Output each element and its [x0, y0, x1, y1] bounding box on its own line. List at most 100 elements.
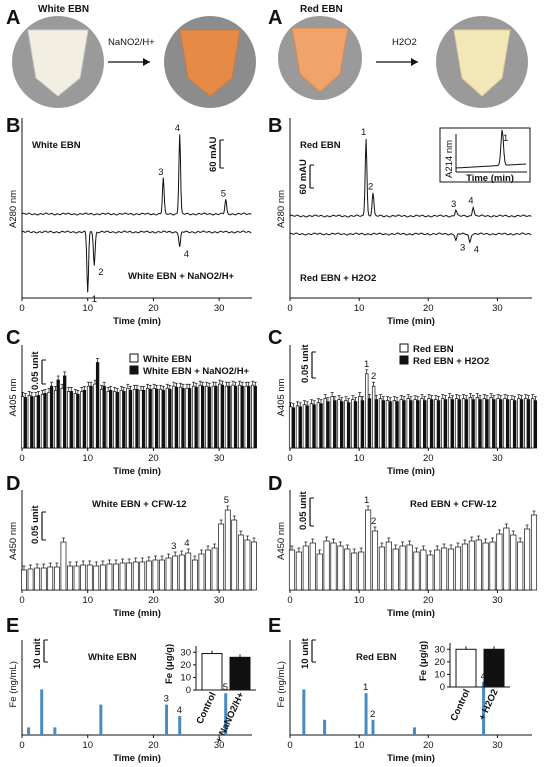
chart-d-right-bar	[447, 548, 455, 591]
chart-c-right-bar	[427, 398, 431, 449]
chart-e-right-inset-y-tick-label: 0	[440, 682, 445, 693]
chart-c-left-bar	[185, 387, 189, 449]
chart-c-left-bar	[145, 387, 150, 449]
chart-c-left-bar	[211, 385, 215, 449]
chart-e-left-scale-bar-label: 10 unit	[32, 638, 43, 669]
chart-c-left-bar	[181, 387, 185, 449]
chart-c-left-bar	[174, 386, 179, 449]
chart-e-right-annotation: 1	[363, 682, 368, 693]
chart-c-right-bar	[457, 399, 461, 449]
chart-c-left-bar	[159, 388, 163, 449]
chart-c-left-bar	[251, 384, 255, 449]
chart-d-left-bar	[198, 553, 205, 591]
chart-b-left-series-name: White EBN + NaNO2/H+	[128, 271, 235, 282]
chart-e-left-fe-bar	[27, 727, 31, 735]
chart-c-right-bar	[374, 399, 379, 449]
chart-d-right-bar	[454, 546, 462, 591]
chart-d-right-x-tick-label: 30	[492, 595, 503, 606]
chart-d-right-bar	[524, 528, 531, 591]
chart-e-left-fe-bar	[40, 689, 44, 735]
chart-c-right-legend-swatch	[399, 355, 409, 365]
chart-c-right-bar	[485, 399, 489, 449]
chart-c-right-bar	[388, 401, 392, 449]
chart-c-right-bar	[533, 400, 538, 449]
chart-c-right-bar	[378, 398, 383, 449]
chart-c-right-bar	[385, 400, 390, 449]
chart-c-right-bar	[443, 399, 448, 449]
chart-d-right-bar	[420, 549, 427, 591]
chart-c-right-x-axis-label: Time (min)	[387, 466, 435, 477]
chart-c-left-bar	[113, 391, 117, 449]
chart-d-left-x-tick-label: 10	[82, 595, 93, 606]
panel-label-c-right: C	[268, 327, 282, 349]
chart-b-right-y-axis-label: A280 nm	[276, 190, 287, 228]
chart-d-left-bar	[106, 563, 113, 591]
chart-d-right-scale-bar-label: 0.05 unit	[298, 491, 309, 530]
chart-b-right-inset-peak-label: 1	[503, 133, 508, 144]
chart-c-right-bar	[447, 397, 452, 449]
sample-red-label: Red EBN	[300, 4, 343, 15]
tube-white-ebn	[27, 29, 89, 97]
chart-d-left-bar	[67, 565, 73, 591]
chart-c-right-bar	[316, 402, 321, 449]
chart-d-right-bar	[323, 540, 330, 591]
chart-b-left-trace-0	[21, 134, 252, 216]
chart-d-left-bar	[165, 557, 172, 591]
chart-b-left-peak-label: 4	[184, 249, 189, 260]
chart-e-left-x-tick-label: 20	[148, 740, 159, 751]
chart-b-left-peak-label: 5	[221, 189, 226, 200]
chart-e-right-annotation: 2	[370, 709, 375, 720]
chart-d-right-y-axis-label: A450 nm	[276, 522, 287, 560]
chart-c-right-bar	[478, 399, 482, 449]
chart-e-left-inset-y-label: Fe (μg/g)	[164, 644, 175, 684]
chart-d-right-bar	[330, 542, 337, 591]
chart-b-left-x-axis-label: Time (min)	[113, 316, 161, 327]
chart-b-right-x-tick-label: 10	[354, 303, 365, 314]
chart-c-left-bar	[30, 396, 34, 449]
panel-a-right: A Red EBN H2O2	[268, 4, 528, 108]
chart-d-left-x-tick-label: 20	[148, 595, 159, 606]
chart-c-right-x-tick-label: 30	[492, 453, 503, 464]
chart-d-left-bar	[139, 561, 146, 591]
chart-c-right-bar	[323, 398, 327, 449]
chart-c-left-bar	[220, 384, 225, 449]
chart-c-right-bar	[353, 401, 358, 449]
chart-c-left-bar	[139, 389, 143, 449]
chart-c-left-bar	[43, 393, 47, 449]
chart-d-left-bar	[224, 509, 231, 591]
chart-e-left-inset-y-tick-label: 30	[180, 647, 191, 658]
chart-c-right-bar	[351, 399, 355, 449]
chart-d-left-bar	[86, 564, 93, 591]
chart-c-left-bar	[99, 388, 104, 449]
chart-b-left-peak-label: 3	[158, 167, 163, 178]
chart-c-right-bar	[489, 397, 493, 449]
chart-c-right-bar	[312, 404, 316, 449]
chart-c-left-y-axis-label: A405 nm	[8, 378, 19, 416]
chart-c-right-bar	[319, 403, 323, 449]
panel-label-d-right: D	[268, 473, 282, 495]
chart-c-right-bar	[371, 385, 376, 449]
chart-c-left-bar	[194, 386, 198, 449]
chart-c-left-bar	[128, 389, 133, 449]
chart-c-left-bar	[214, 385, 218, 449]
chart-c-right-bar	[524, 398, 528, 449]
chart-b-right-inset-trace	[455, 129, 527, 169]
chart-c-left-bar	[247, 385, 251, 449]
chart-e-left-fe-bar	[99, 704, 103, 735]
chart-c-left-bar	[165, 387, 169, 449]
chart-d-right-bar	[337, 545, 344, 591]
chart-d-right-bar	[427, 554, 434, 591]
chart-d-right-bar	[351, 552, 358, 591]
chart-d-left-title: White EBN + CFW-12	[92, 499, 187, 510]
chart-e-left-annotation: 4	[177, 705, 182, 716]
chart-b-right-inset-y-label: A214 nm	[444, 140, 455, 178]
chart-c-right-legend-label: Red EBN	[413, 344, 454, 355]
chart-c-right-bar	[340, 401, 344, 449]
chart-d-left-bar	[205, 549, 211, 591]
chart-c-right-bar	[367, 398, 372, 449]
chart-b-right-series-name: Red EBN + H2O2	[300, 273, 376, 284]
chart-b-right-trace-0	[289, 138, 532, 218]
